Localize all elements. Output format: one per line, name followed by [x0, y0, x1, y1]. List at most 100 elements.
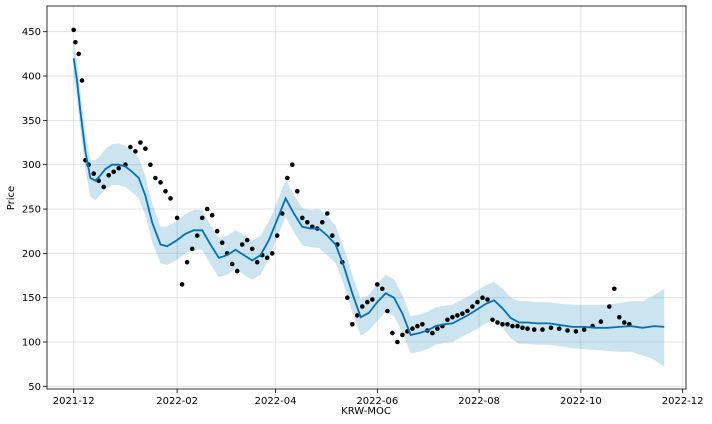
observed-point — [598, 319, 604, 324]
observed-point — [390, 330, 395, 336]
observed-point — [380, 286, 385, 292]
observed-point — [128, 144, 133, 150]
y-tick-label: 250 — [22, 205, 41, 216]
observed-point — [101, 184, 106, 190]
observed-point — [305, 220, 310, 225]
observed-point — [295, 189, 300, 194]
observed-point — [148, 162, 153, 167]
observed-point — [617, 314, 622, 320]
x-tick-label: 2022-10 — [560, 396, 602, 407]
observed-point — [430, 330, 435, 336]
observed-point — [79, 78, 85, 83]
observed-point — [455, 313, 460, 318]
observed-point — [76, 51, 81, 57]
observed-point — [300, 215, 305, 221]
observed-point — [470, 304, 475, 309]
observed-point — [445, 317, 450, 323]
observed-point — [199, 215, 205, 221]
observed-point — [274, 233, 280, 238]
observed-point — [375, 282, 380, 287]
observed-point — [515, 323, 520, 329]
observed-point — [163, 189, 168, 194]
y-axis-title: Price — [6, 186, 17, 210]
observed-point — [234, 268, 240, 274]
observed-point — [116, 165, 121, 171]
observed-point — [194, 233, 200, 238]
observed-point — [622, 320, 627, 325]
x-tick-label: 2022-06 — [356, 396, 398, 407]
observed-point — [168, 196, 173, 201]
observed-point — [490, 317, 495, 323]
observed-point — [360, 304, 365, 309]
observed-point — [269, 251, 275, 256]
observed-point — [73, 40, 78, 45]
observed-point — [607, 304, 612, 309]
observed-point — [480, 295, 485, 301]
observed-point — [612, 286, 617, 292]
y-axis: 50 100 150 200 250 300 350 400 450 — [22, 27, 47, 393]
observed-point — [565, 328, 570, 333]
observed-point — [581, 327, 587, 332]
y-tick-label: 300 — [22, 160, 41, 171]
observed-point — [239, 242, 245, 247]
observed-point — [133, 149, 138, 154]
observed-point — [158, 180, 163, 185]
observed-point — [400, 332, 405, 338]
x-tick-label: 2021-12 — [53, 396, 95, 407]
x-tick-label: 2022-08 — [458, 396, 500, 407]
observed-point — [385, 308, 390, 314]
observed-point — [153, 175, 158, 181]
observed-point — [285, 175, 290, 181]
observed-point — [244, 237, 250, 243]
x-axis-title: KRW-MOC — [341, 406, 391, 417]
y-tick-label: 450 — [22, 27, 41, 38]
x-tick-label: 2022-02 — [156, 396, 198, 407]
observed-point — [189, 246, 195, 252]
grid-lines — [47, 6, 686, 389]
plot-area — [47, 6, 686, 389]
observed-point — [355, 313, 360, 318]
observed-point — [495, 320, 500, 325]
observed-point — [410, 326, 415, 332]
observed-point — [325, 211, 330, 216]
observed-point — [365, 299, 370, 305]
observed-point — [540, 327, 545, 332]
observed-point — [370, 297, 375, 302]
y-tick-label: 100 — [22, 338, 41, 349]
observed-point — [573, 329, 579, 334]
plot-frame — [46, 5, 687, 390]
observed-point — [520, 325, 525, 331]
observed-point — [500, 322, 505, 327]
observed-point — [179, 282, 185, 287]
x-axis: 2021-12 2022-02 2022-04 2022-06 2022-08 2022-… — [53, 389, 704, 407]
observed-point — [548, 325, 554, 331]
observed-point — [229, 261, 235, 267]
y-tick-label: 150 — [22, 293, 41, 304]
observed-point — [249, 246, 255, 252]
observed-point — [71, 27, 76, 33]
forecast-path — [72, 58, 665, 336]
forecast-line — [72, 58, 665, 336]
observed-point — [174, 215, 180, 221]
observed-point — [209, 212, 215, 218]
observed-point — [254, 259, 260, 265]
observed-point — [320, 220, 325, 225]
observed-point — [485, 297, 490, 302]
observed-point — [264, 255, 270, 261]
observed-point — [219, 240, 225, 245]
observed-point — [138, 140, 143, 145]
observed-point — [460, 311, 465, 316]
observed-point — [91, 171, 96, 176]
observed-point — [214, 228, 220, 234]
observed-point — [465, 308, 470, 314]
observed-point — [106, 173, 111, 178]
observed-point — [420, 322, 425, 327]
observed-point — [290, 162, 295, 167]
observed-point — [531, 327, 537, 332]
observed-point — [415, 323, 420, 329]
observed-point — [510, 323, 515, 329]
y-tick-label: 200 — [22, 249, 41, 260]
x-tick-label: 2022-12 — [662, 396, 704, 407]
y-tick-label: 50 — [28, 382, 41, 393]
